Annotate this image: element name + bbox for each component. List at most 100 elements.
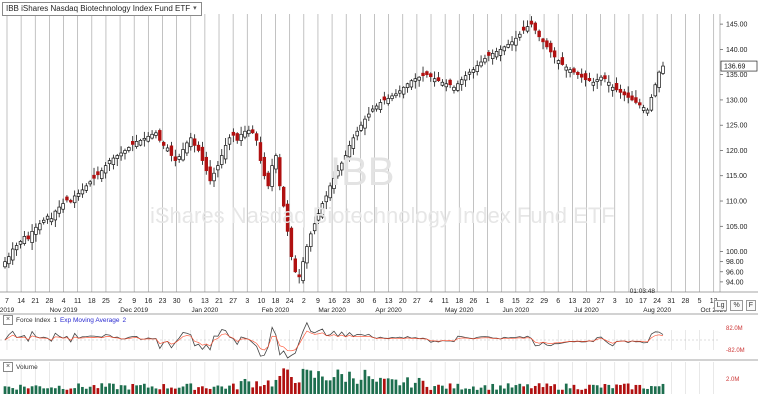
volume-bar: [127, 389, 131, 394]
force-index-name: Force Index: [16, 316, 51, 324]
volume-bar: [351, 378, 355, 394]
volume-bar: [7, 386, 11, 394]
volume-bar: [162, 384, 166, 394]
log-scale-toggle[interactable]: Lg: [713, 300, 728, 311]
volume-bar: [317, 371, 320, 394]
candle: [231, 131, 236, 136]
x-tick-label: 24: [286, 298, 294, 305]
force-tick-label: 82.0M: [726, 326, 743, 332]
x-tick-label: 20: [399, 298, 407, 305]
candle: [131, 141, 135, 145]
volume-bar: [100, 383, 104, 394]
candle: [641, 107, 646, 111]
candle: [483, 58, 487, 63]
candle: [429, 73, 433, 78]
chevron-down-icon: ▾: [193, 5, 197, 12]
candle: [649, 97, 654, 111]
candle: [45, 215, 50, 220]
candle: [181, 149, 185, 161]
x-tick-label: 6: [189, 298, 193, 305]
volume-bar: [73, 388, 77, 394]
volume-bar: [166, 388, 169, 394]
symbol-selector[interactable]: IBB iShares Nasdaq Biotechnology Index F…: [2, 2, 202, 16]
candle: [599, 76, 603, 81]
volume-bar: [402, 382, 406, 394]
candle: [161, 142, 166, 146]
month-label: Dec 2019: [120, 307, 148, 314]
x-tick-label: 13: [568, 298, 576, 305]
volume-bar: [286, 369, 289, 394]
x-tick-label: 22: [526, 298, 534, 305]
volume-bar: [626, 383, 630, 394]
volume-bar: [332, 377, 336, 394]
candle: [42, 219, 46, 223]
candle: [634, 97, 638, 103]
volume-bar: [297, 382, 301, 394]
volume-bar: [11, 388, 15, 394]
volume-bar: [603, 384, 607, 394]
volume-bar: [607, 384, 611, 394]
volume-bar: [348, 371, 351, 394]
close-panel-icon[interactable]: ×: [3, 362, 13, 372]
volume-bar: [549, 386, 553, 394]
candle: [622, 91, 626, 96]
volume-bar: [615, 384, 618, 394]
candle: [425, 71, 429, 76]
volume-bar: [460, 389, 464, 394]
candle: [657, 71, 661, 88]
candle: [336, 170, 340, 177]
volume-bar: [239, 381, 243, 394]
volume-bar: [359, 379, 363, 394]
candle: [448, 79, 452, 86]
candle: [614, 83, 619, 91]
volume-bar: [386, 378, 390, 394]
volume-bar: [208, 388, 212, 394]
volume-bar: [251, 387, 255, 394]
candle: [328, 185, 332, 199]
candle: [529, 20, 534, 25]
volume-bar: [220, 386, 224, 394]
x-tick-label: 7: [5, 298, 9, 305]
volume-bar: [321, 376, 324, 394]
volume-panel-label: × Volume: [3, 362, 38, 372]
close-panel-icon[interactable]: ×: [3, 315, 13, 325]
month-label: Nov 2019: [50, 307, 78, 314]
volume-bar: [406, 377, 409, 394]
candle: [158, 130, 162, 141]
volume-bar: [634, 384, 638, 394]
candle: [595, 79, 599, 82]
volume-bar: [53, 388, 57, 394]
candle: [568, 69, 572, 73]
candle: [293, 258, 297, 273]
volume-bar: [15, 389, 18, 394]
volume-bar: [491, 383, 495, 394]
candle: [541, 38, 545, 43]
volume-bar: [398, 385, 402, 394]
x-tick-label: 21: [31, 298, 39, 305]
force-index-period: 1: [53, 316, 57, 324]
volume-bar: [568, 388, 572, 394]
candle: [76, 193, 81, 197]
month-label: 2019: [0, 307, 15, 314]
candle: [518, 33, 522, 38]
candle: [38, 223, 42, 231]
x-tick-label: 14: [17, 298, 25, 305]
volume-bar: [564, 383, 568, 394]
candle: [7, 256, 11, 265]
candle: [525, 26, 530, 32]
candle: [65, 196, 69, 201]
candle: [165, 147, 170, 152]
candle: [103, 165, 108, 174]
candle: [409, 80, 414, 88]
candle: [285, 203, 290, 232]
percent-scale-toggle[interactable]: %: [730, 300, 743, 311]
candle: [533, 22, 537, 31]
candle: [216, 165, 220, 171]
last-price-label: 136.69: [724, 64, 746, 71]
candle: [460, 79, 464, 85]
month-label: Jun 2020: [502, 307, 529, 314]
fit-toggle[interactable]: F: [745, 300, 756, 311]
volume-bar: [324, 380, 328, 394]
x-tick-label: 21: [215, 298, 223, 305]
